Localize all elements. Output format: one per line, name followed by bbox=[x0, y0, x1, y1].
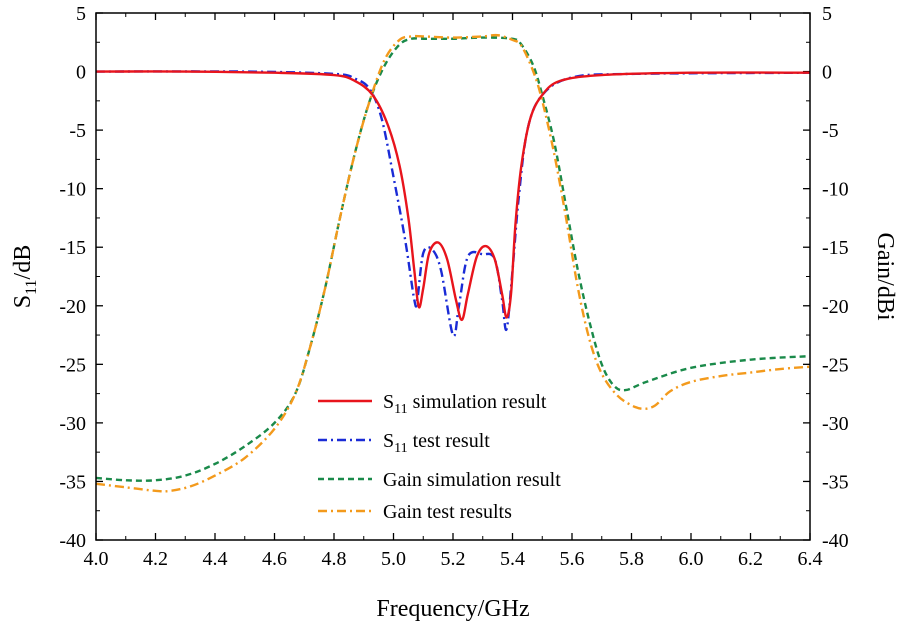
plot-frame bbox=[95, 12, 811, 541]
y-tick-label-left: -15 bbox=[59, 237, 86, 259]
x-tick-label: 5.4 bbox=[500, 548, 525, 570]
legend-label: S11 test result bbox=[383, 430, 490, 456]
y-axis-title-right: Gain/dBi bbox=[872, 233, 898, 321]
y-axis-title-left: S11/dB bbox=[10, 245, 40, 308]
y-tick-label-right: -25 bbox=[822, 354, 849, 376]
y-tick-label-right: -20 bbox=[822, 296, 849, 318]
y-tick-label-right: -35 bbox=[822, 471, 849, 493]
y-tick-label-left: 0 bbox=[76, 62, 86, 84]
y-tick-label-left: -35 bbox=[59, 471, 86, 493]
x-tick-label: 4.4 bbox=[203, 548, 228, 570]
legend-label: S11 simulation result bbox=[383, 391, 547, 417]
legend-label: Gain test results bbox=[383, 501, 512, 523]
x-tick-label: 5.2 bbox=[441, 548, 466, 570]
y-tick-label-left: -30 bbox=[59, 413, 86, 435]
y-tick-label-left: -40 bbox=[59, 530, 86, 552]
legend-label-sub: 11 bbox=[394, 441, 407, 456]
y-tick-label-right: 0 bbox=[822, 62, 832, 84]
y-axis-title-left-base: S bbox=[10, 295, 36, 308]
legend-label-sub: 11 bbox=[394, 402, 407, 417]
series-line-s11-simulation-result bbox=[95, 70, 811, 322]
x-tick-label: 4.6 bbox=[262, 548, 287, 570]
y-tick-label-right: -10 bbox=[822, 179, 849, 201]
y-tick-label-right: -5 bbox=[822, 120, 839, 142]
legend-label: Gain simulation result bbox=[383, 469, 561, 491]
y-tick-label-right: -30 bbox=[822, 413, 849, 435]
legend-label-rest: simulation result bbox=[408, 391, 547, 413]
x-axis-title: Frequency/GHz bbox=[376, 596, 529, 622]
y-axis-title-left-rest: /dB bbox=[10, 245, 36, 280]
x-tick-label: 4.8 bbox=[322, 548, 347, 570]
y-tick-label-right: 5 bbox=[822, 3, 832, 25]
x-tick-label: 5.8 bbox=[619, 548, 644, 570]
x-tick-label: 5.6 bbox=[560, 548, 585, 570]
y-tick-label-left: 5 bbox=[76, 3, 86, 25]
x-tick-label: 4.2 bbox=[143, 548, 168, 570]
y-tick-label-right: -15 bbox=[822, 237, 849, 259]
series-group bbox=[95, 33, 811, 493]
x-tick-label: 6.2 bbox=[738, 548, 763, 570]
y-tick-label-right: -40 bbox=[822, 530, 849, 552]
y-tick-label-left: -10 bbox=[59, 179, 86, 201]
x-tick-label: 4.0 bbox=[84, 548, 109, 570]
legend-label-base: S bbox=[383, 391, 394, 413]
legend-label-base: S bbox=[383, 430, 394, 452]
x-tick-label: 5.0 bbox=[381, 548, 406, 570]
series-line-gain-test-results bbox=[95, 33, 811, 493]
tick-labels: 4.0 4.2 4.4 4.6 4.8 5.0 5.2 5.4 5.6 5.8 6.0 6.2 6.4 5… bbox=[59, 3, 848, 570]
y-axis-title-left-sub: 11 bbox=[23, 279, 40, 294]
y-tick-label-left: -5 bbox=[69, 120, 86, 142]
legend-label-rest: test result bbox=[408, 430, 491, 452]
y-tick-label-left: -25 bbox=[59, 354, 86, 376]
x-tick-label: 6.0 bbox=[679, 548, 704, 570]
series-line-gain-simulation-result bbox=[95, 36, 811, 482]
x-tick-label: 6.4 bbox=[798, 548, 823, 570]
y-tick-label-left: -20 bbox=[59, 296, 86, 318]
